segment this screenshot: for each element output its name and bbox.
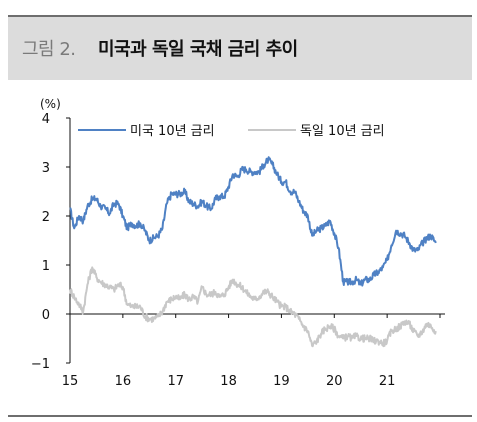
figure-title-bar: 그림 2. 미국과 독일 국채 금리 추이 xyxy=(8,17,472,80)
y-tick-label: 1 xyxy=(42,259,50,274)
chart-series xyxy=(69,156,437,348)
x-tick-label: 15 xyxy=(62,374,79,389)
x-tick-label: 17 xyxy=(167,374,184,389)
series-line-us-10y xyxy=(69,156,437,287)
y-tick-label: 4 xyxy=(42,112,50,127)
x-tick-label: 21 xyxy=(379,374,396,389)
chart-legend: 미국 10년 금리 독일 10년 금리 xyxy=(78,124,385,139)
x-tick-label: 18 xyxy=(220,374,237,389)
legend-item-de-label: 독일 10년 금리 xyxy=(300,124,385,139)
legend-item-us-label: 미국 10년 금리 xyxy=(130,124,215,139)
series-line-de-10y xyxy=(69,266,437,348)
top-rule xyxy=(8,15,472,17)
figure-label: 그림 2. xyxy=(22,39,76,60)
y-unit-label: (%) xyxy=(40,97,61,111)
figure-title: 미국과 독일 국채 금리 추이 xyxy=(98,39,298,60)
x-tick-label: 19 xyxy=(273,374,290,389)
x-tick-label: 20 xyxy=(326,374,343,389)
y-tick-label: 0 xyxy=(42,308,50,323)
bottom-rule xyxy=(8,415,472,417)
y-tick-label: −1 xyxy=(31,357,50,372)
y-tick-label: 2 xyxy=(42,210,50,225)
x-tick-label: 16 xyxy=(115,374,132,389)
y-tick-label: 3 xyxy=(42,161,50,176)
